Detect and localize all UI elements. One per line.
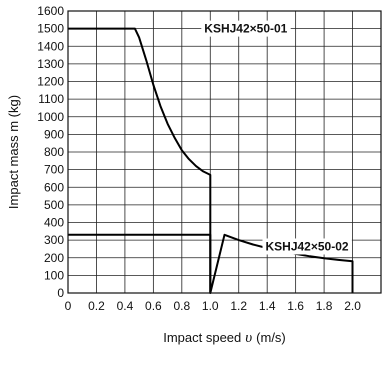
y-tick-label-9: 900 (44, 127, 64, 141)
y-tick-label-1: 100 (44, 268, 64, 282)
y-tick-label-15: 1500 (37, 22, 64, 36)
series-label-2: KSHJ42×50-02 (262, 238, 352, 255)
x-tick-label-10: 2.0 (344, 299, 361, 313)
series-labels: KSHJ42×50-01 KSHJ42×50-02 (201, 20, 352, 255)
x-axis-title: Impact speed υ (m/s) (163, 330, 286, 346)
x-tick-label-4: 0.8 (173, 299, 190, 313)
series-label-text-1: KSHJ42×50-01 (204, 22, 287, 36)
series-label-bg-1 (201, 20, 291, 37)
series-label-bg-2 (262, 238, 352, 255)
y-tick-label-4: 400 (44, 216, 64, 230)
y-tick-label-7: 700 (44, 163, 64, 177)
plot-frame (67, 10, 382, 294)
x-tick-label-5: 1.0 (202, 299, 219, 313)
y-tick-label-14: 1400 (37, 39, 64, 53)
y-tick-label-5: 500 (44, 198, 64, 212)
y-tick-label-2: 200 (44, 251, 64, 265)
y-tick-label-12: 1200 (37, 75, 64, 89)
x-tick-label-8: 1.6 (287, 299, 304, 313)
x-axis-symbol: υ (245, 330, 252, 346)
x-tick-label-7: 1.4 (259, 299, 276, 313)
y-tick-label-13: 1300 (37, 57, 64, 71)
x-axis-title-text: Impact speed (163, 330, 241, 345)
x-tick-label-6: 1.2 (230, 299, 247, 313)
y-tick-labels: 0 100 200 300 400 500 600 700 800 900 1000 1100 1200… (37, 4, 64, 300)
y-tick-label-10: 1000 (37, 110, 64, 124)
series-label-1: KSHJ42×50-01 (201, 20, 291, 37)
x-tick-label-9: 1.8 (316, 299, 333, 313)
y-axis-title: Impact mass m (kg) (6, 95, 21, 209)
x-tick-label-3: 0.6 (145, 299, 162, 313)
y-tick-label-3: 300 (44, 233, 64, 247)
x-axis-unit: (m/s) (256, 330, 286, 345)
y-tick-label-6: 600 (44, 180, 64, 194)
x-tick-label-2: 0.4 (117, 299, 134, 313)
y-tick-label-8: 800 (44, 145, 64, 159)
y-tick-label-0: 0 (57, 286, 64, 300)
x-tick-labels: 0 0.2 0.4 0.6 0.8 1.0 1.2 1.4 1.6 1.8 2.0 (65, 299, 362, 313)
x-tick-label-1: 0.2 (88, 299, 105, 313)
y-tick-label-16: 1600 (37, 4, 64, 18)
x-tick-label-0: 0 (65, 299, 72, 313)
y-tick-label-11: 1100 (38, 92, 64, 106)
series-label-text-2: KSHJ42×50-02 (265, 239, 348, 253)
series-line-1 (68, 27, 212, 293)
